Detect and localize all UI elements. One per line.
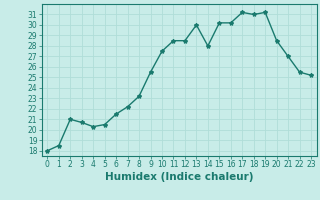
X-axis label: Humidex (Indice chaleur): Humidex (Indice chaleur) bbox=[105, 172, 253, 182]
